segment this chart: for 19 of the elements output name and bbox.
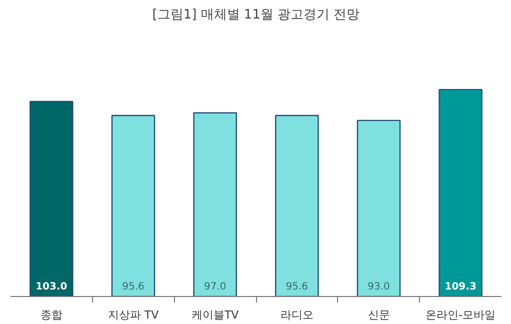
x-tick-label: 종합	[40, 308, 62, 322]
x-tick-label: 온라인-모바일	[426, 308, 496, 322]
data-label: 97.0	[204, 281, 226, 292]
bar	[193, 112, 237, 296]
data-label: 95.6	[122, 281, 144, 292]
chart-title: [그림1] 매체별 11월 광고경기 전망	[152, 8, 360, 22]
data-label: 93.0	[368, 281, 390, 292]
bar	[356, 120, 401, 296]
data-label: 103.0	[36, 281, 68, 292]
x-tick-label: 케이블TV	[191, 308, 240, 322]
bar	[438, 88, 482, 296]
x-tick-label: 지상파 TV	[108, 308, 160, 322]
x-tick-label: 라디오	[280, 308, 314, 322]
bar	[111, 114, 156, 296]
data-label: 95.6	[286, 281, 308, 292]
x-tick-label: 신문	[368, 308, 390, 322]
bar	[275, 114, 319, 296]
bar	[30, 100, 74, 296]
data-label: 109.3	[444, 281, 476, 292]
